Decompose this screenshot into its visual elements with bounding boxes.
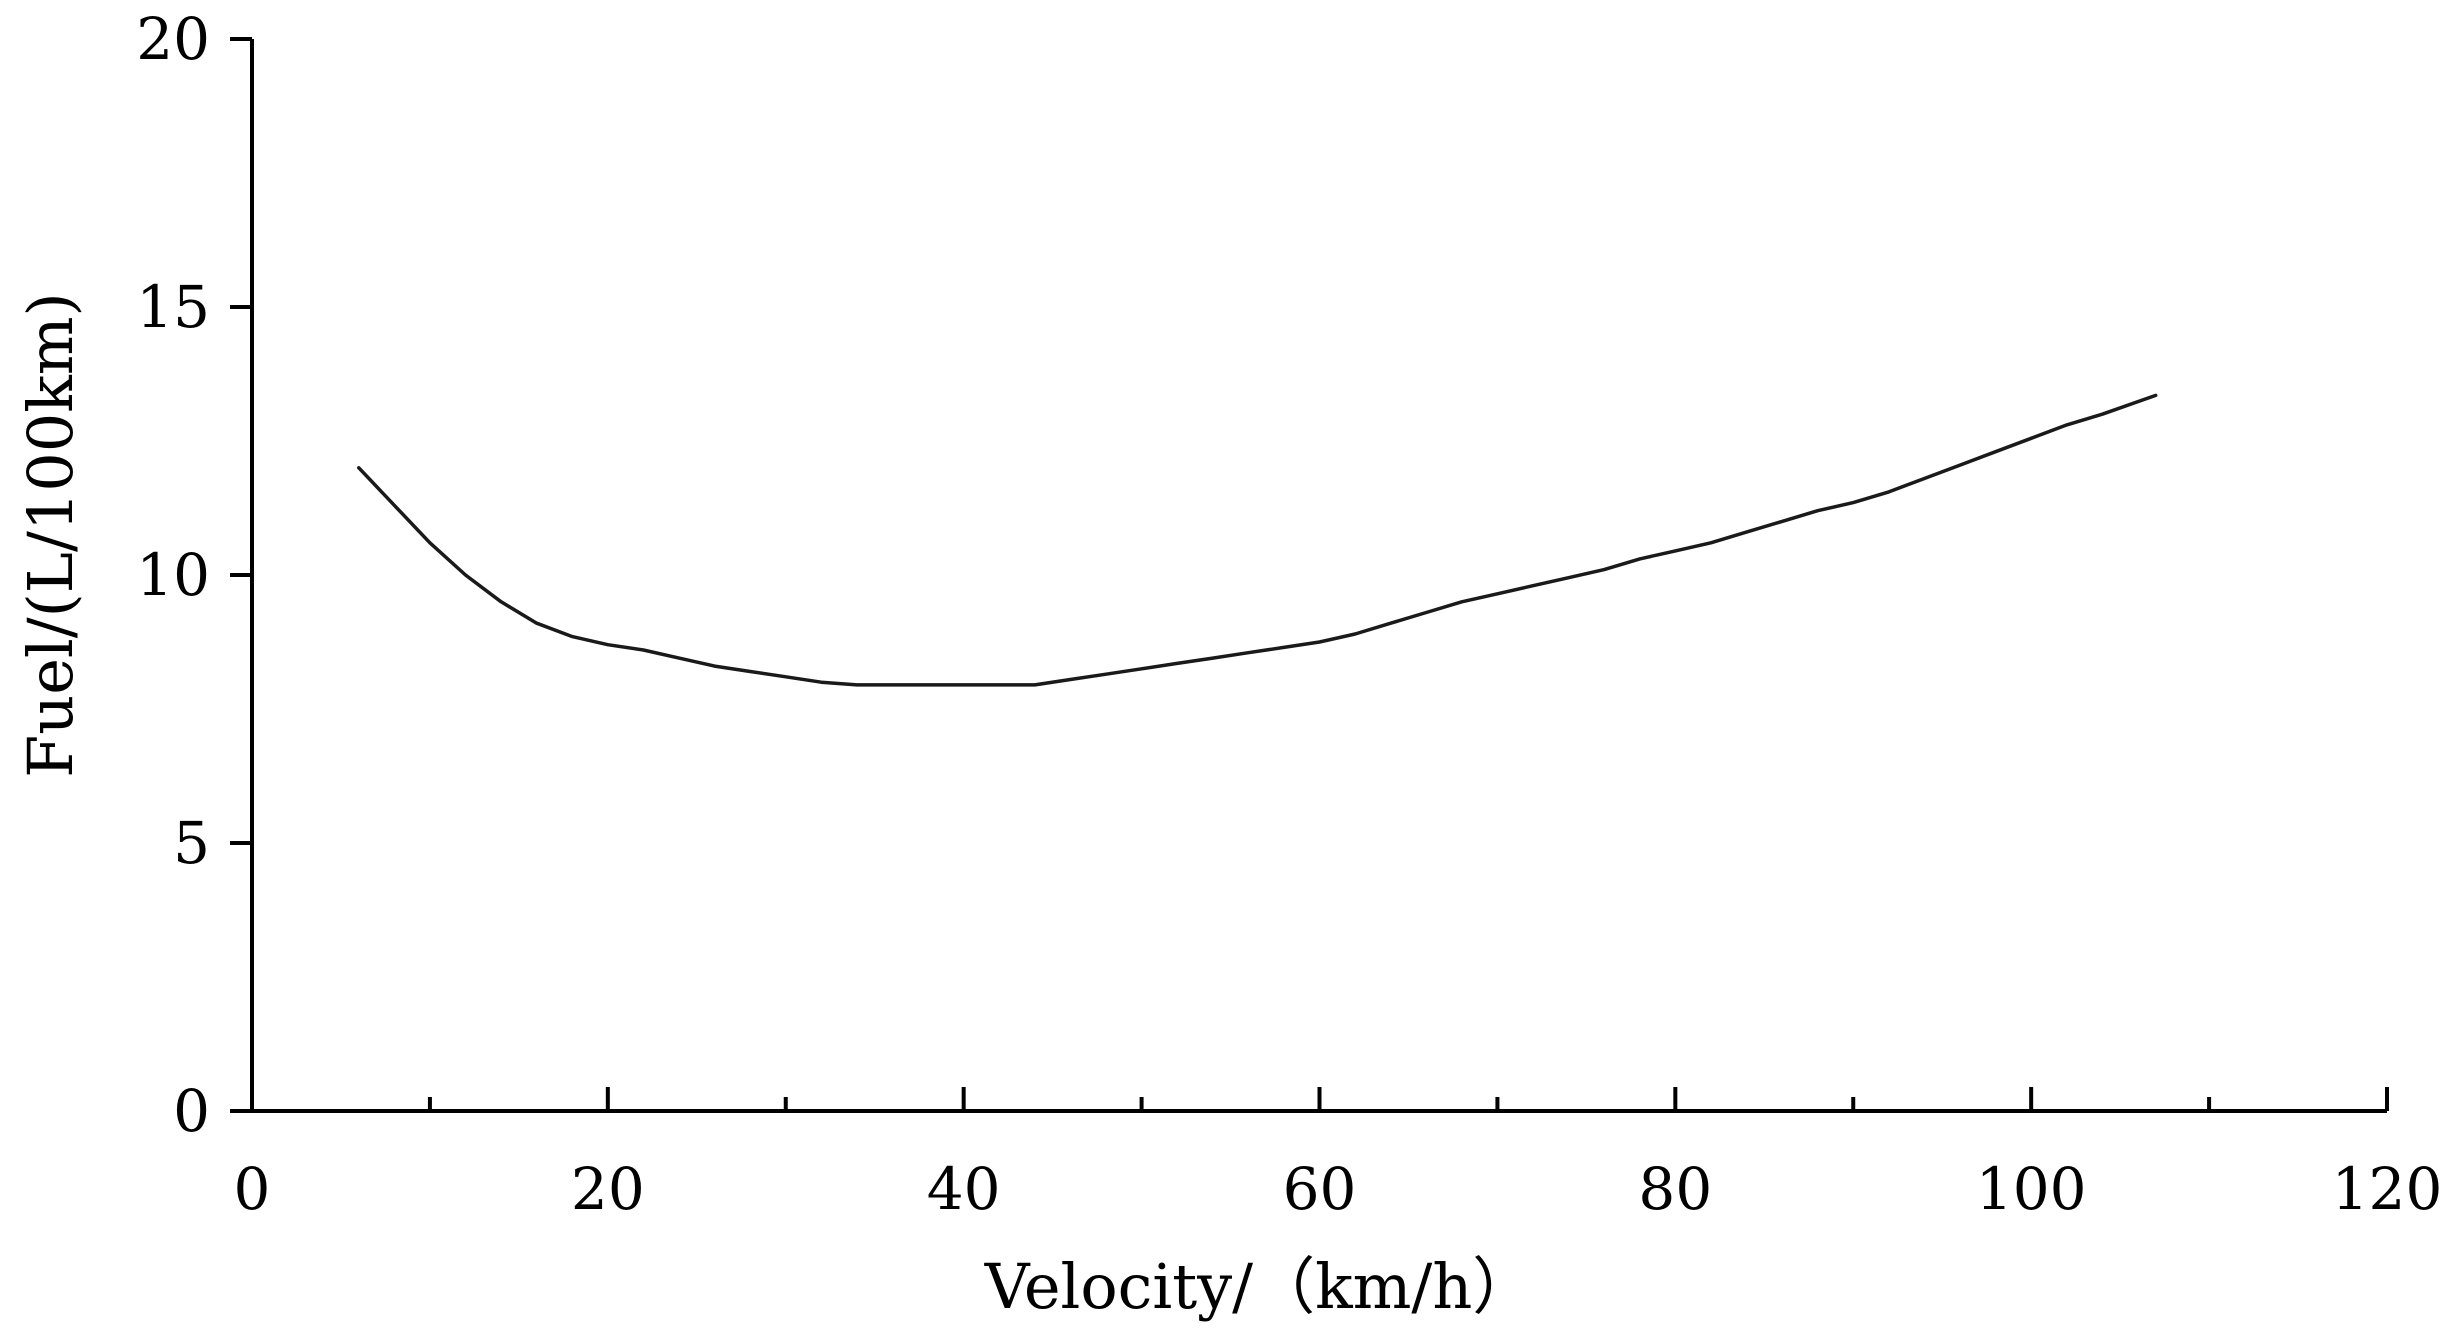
x-axis-ticks: 0 20 40 60 80 100 120 — [234, 1087, 2443, 1223]
x-tick-label: 60 — [1283, 1155, 1357, 1223]
axes — [250, 39, 2387, 1113]
y-tick-label: 0 — [173, 1077, 210, 1145]
y-tick-label: 15 — [136, 273, 210, 341]
y-axis-title: Fuel/(L/100km) — [14, 292, 87, 778]
x-tick-label: 80 — [1638, 1155, 1712, 1223]
x-tick-label: 120 — [2332, 1155, 2443, 1223]
x-tick-label: 0 — [234, 1155, 271, 1223]
y-tick-label: 10 — [136, 541, 210, 609]
series-layer — [357, 393, 2158, 687]
y-tick-label: 20 — [136, 5, 210, 73]
series-line-fuel-consumption — [357, 393, 2158, 687]
y-tick-label: 5 — [173, 809, 210, 877]
x-tick-label: 100 — [1976, 1155, 2087, 1223]
x-tick-label: 40 — [927, 1155, 1001, 1223]
y-axis-ticks: 0 5 10 15 20 — [136, 5, 252, 1145]
x-tick-label: 20 — [571, 1155, 645, 1223]
x-axis-title: Velocity/（km/h） — [984, 1250, 1535, 1323]
